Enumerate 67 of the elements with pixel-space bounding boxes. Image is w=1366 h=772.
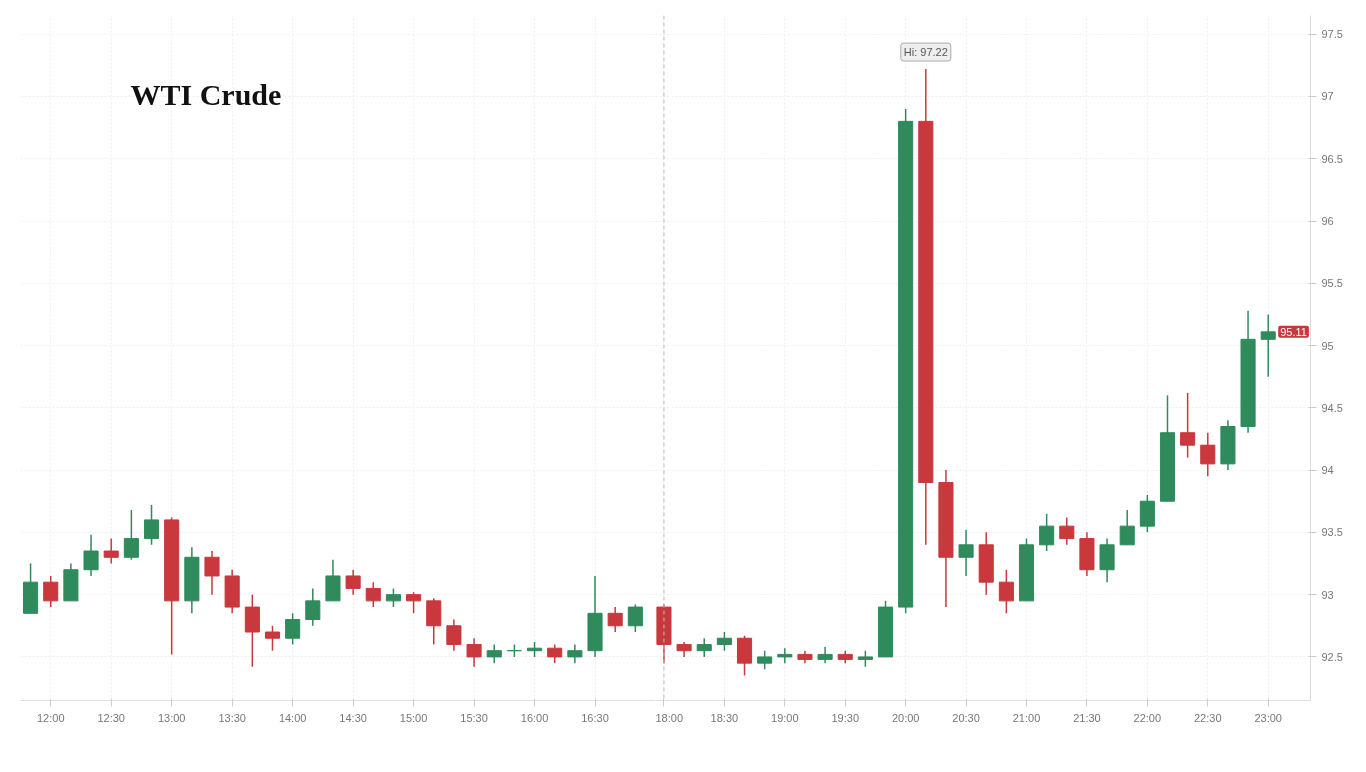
candlestick bbox=[1059, 516, 1075, 546]
candlestick bbox=[696, 637, 712, 658]
x-tick-label: 18:00 bbox=[655, 711, 684, 724]
x-tick-label: 15:00 bbox=[399, 711, 428, 724]
y-tick-label: 93 bbox=[1321, 588, 1334, 601]
candlestick bbox=[757, 649, 773, 671]
candlestick bbox=[567, 643, 583, 664]
y-tick-label: 96 bbox=[1321, 215, 1334, 227]
candlestick bbox=[264, 625, 281, 652]
text: WTI Crude bbox=[130, 77, 282, 111]
candlestick bbox=[103, 537, 119, 565]
candlestick bbox=[345, 568, 361, 596]
candlestick bbox=[365, 581, 381, 608]
x-tick-label: 21:00 bbox=[1012, 711, 1041, 724]
x-tick-label: 21:30 bbox=[1073, 711, 1101, 724]
candlestick bbox=[716, 631, 732, 652]
candlestick bbox=[1260, 313, 1276, 378]
x-tick-label: 18:30 bbox=[710, 711, 739, 724]
x-tick-label: 22:00 bbox=[1133, 711, 1162, 724]
y-tick-label: 97.5 bbox=[1321, 28, 1343, 41]
candlestick bbox=[466, 637, 482, 668]
candlestick bbox=[547, 643, 563, 664]
y-tick-label: 93.5 bbox=[1321, 526, 1343, 539]
x-tick-label: 14:00 bbox=[278, 711, 307, 724]
candlestick bbox=[446, 618, 462, 652]
candlestick bbox=[83, 534, 99, 577]
candlestick bbox=[1039, 512, 1055, 552]
annotation: Hi: 97.22 bbox=[903, 46, 948, 59]
x-tick-label: 13:30 bbox=[218, 711, 246, 724]
x-tick-label: 13:00 bbox=[157, 711, 186, 724]
y-tick-label: 96.5 bbox=[1321, 152, 1343, 165]
x-tick-label: 20:00 bbox=[891, 711, 920, 724]
x-tick-label: 14:30 bbox=[339, 711, 367, 724]
x-tick-label: 16:00 bbox=[520, 711, 549, 724]
candlestick bbox=[143, 504, 160, 546]
x-tick-label: 19:00 bbox=[771, 711, 799, 724]
x-tick-label: 19:30 bbox=[831, 711, 859, 724]
x-tick-label: 16:30 bbox=[581, 711, 609, 724]
y-tick-label: 95.5 bbox=[1321, 277, 1343, 290]
candlestick bbox=[486, 643, 502, 664]
x-tick-label: 20:30 bbox=[952, 711, 980, 724]
candlestick bbox=[1180, 392, 1196, 459]
x-tick-label: 15:30 bbox=[460, 711, 488, 724]
candlestick bbox=[607, 606, 623, 633]
y-tick-label: 92.5 bbox=[1321, 650, 1343, 663]
candlestick bbox=[204, 550, 220, 596]
x-tick-label: 23:00 bbox=[1254, 711, 1282, 724]
y-tick-label: 95 bbox=[1321, 339, 1334, 352]
candlestick bbox=[385, 587, 401, 608]
y-tick-label: 94 bbox=[1321, 464, 1334, 477]
x-tick-label: 22:30 bbox=[1194, 711, 1222, 724]
candlestick bbox=[1200, 431, 1216, 478]
x-tick-label: 12:30 bbox=[97, 711, 125, 724]
annotation: 95.11 bbox=[1280, 325, 1307, 338]
candlestick bbox=[958, 529, 974, 577]
candlestick bbox=[285, 612, 301, 646]
candlestick bbox=[777, 647, 793, 664]
candlestick bbox=[998, 568, 1014, 615]
y-tick-label: 97 bbox=[1321, 90, 1334, 103]
candlestick bbox=[43, 575, 59, 608]
x-tick-label: 12:00 bbox=[36, 711, 65, 724]
candlestick bbox=[123, 509, 139, 561]
candlestick bbox=[1119, 509, 1135, 546]
candlestick bbox=[406, 591, 422, 615]
candlestick bbox=[305, 587, 321, 627]
candlestick bbox=[627, 603, 643, 633]
y-tick-label: 94.5 bbox=[1321, 401, 1343, 414]
